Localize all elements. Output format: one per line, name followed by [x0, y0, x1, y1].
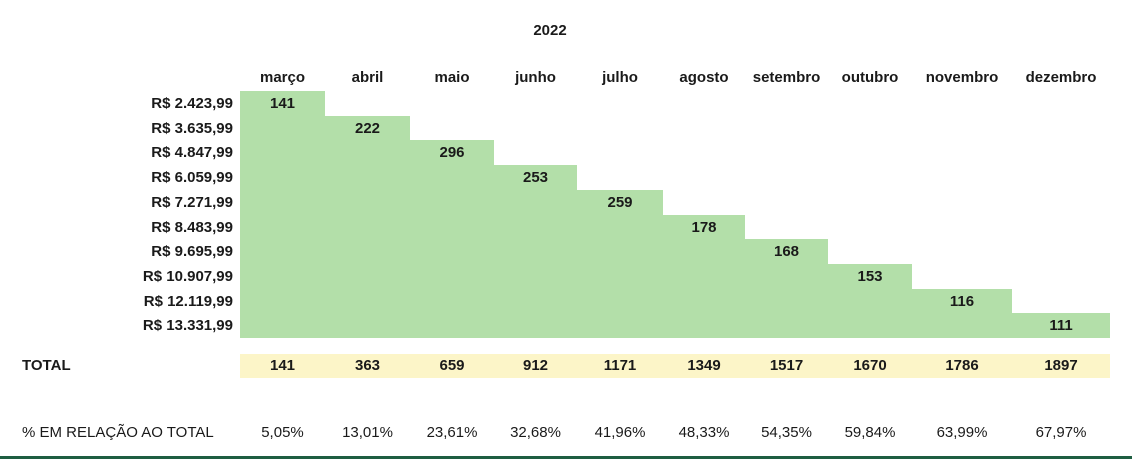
price-row-label: R$ 7.271,99	[151, 194, 233, 211]
total-value-cell: 363	[354, 357, 381, 374]
price-row-label: R$ 2.423,99	[151, 95, 233, 112]
column-header-outubro: outubro	[841, 69, 899, 86]
percent-value-cell: 13,01%	[342, 424, 393, 441]
price-row-label: R$ 13.331,99	[142, 317, 233, 334]
column-header-abril: abril	[351, 69, 384, 86]
step-band	[240, 215, 745, 240]
step-band	[240, 289, 1012, 314]
percent-value-cell: 59,84%	[844, 424, 896, 441]
price-row-label: R$ 3.635,99	[151, 120, 233, 137]
step-band	[240, 140, 494, 165]
month-value-cell: 141	[269, 95, 296, 112]
bottom-accent-line	[0, 456, 1132, 459]
total-value-cell: 141	[269, 357, 296, 374]
year-title: 2022	[533, 22, 567, 39]
total-row-label: TOTAL	[22, 357, 71, 374]
percent-value-cell: 5,05%	[261, 424, 304, 441]
step-band	[240, 91, 325, 116]
total-value-cell: 659	[439, 357, 465, 374]
month-value-cell: 296	[439, 144, 465, 161]
price-row-label: R$ 8.483,99	[151, 219, 233, 236]
column-header-setembro: setembro	[752, 69, 821, 86]
price-row-label: R$ 4.847,99	[151, 144, 233, 161]
step-band	[240, 264, 912, 289]
percent-value-cell: 23,61%	[426, 424, 478, 441]
percent-value-cell: 32,68%	[510, 424, 561, 441]
percent-value-cell: 63,99%	[936, 424, 988, 441]
month-value-cell: 222	[354, 120, 381, 137]
price-row-label: R$ 12.119,99	[143, 293, 233, 310]
total-value-cell: 1517	[769, 357, 804, 374]
column-header-agosto: agosto	[679, 69, 729, 86]
price-row-label: R$ 9.695,99	[151, 243, 233, 260]
percent-row-label: % EM RELAÇÃO AO TOTAL	[22, 424, 214, 441]
percent-value-cell: 54,35%	[761, 424, 812, 441]
month-value-cell: 111	[1049, 317, 1073, 334]
percent-value-cell: 67,97%	[1035, 424, 1087, 441]
month-value-cell: 168	[773, 243, 800, 260]
total-value-cell: 1670	[853, 357, 887, 374]
month-value-cell: 178	[691, 219, 717, 236]
step-band	[240, 190, 663, 215]
column-header-dezembro: dezembro	[1025, 69, 1097, 86]
percent-value-cell: 48,33%	[678, 424, 730, 441]
total-value-cell: 1786	[945, 357, 979, 374]
total-value-cell: 1897	[1044, 357, 1078, 374]
total-value-cell: 1171	[603, 357, 637, 374]
step-band	[240, 239, 828, 264]
total-value-cell: 1349	[687, 357, 721, 374]
month-value-cell: 259	[607, 194, 633, 211]
column-header-maio: maio	[434, 69, 470, 86]
total-row-band	[240, 354, 1110, 378]
column-header-julho: julho	[602, 69, 638, 86]
step-band	[240, 165, 577, 190]
column-header-novembro: novembro	[925, 69, 999, 86]
price-row-label: R$ 6.059,99	[151, 169, 233, 186]
total-value-cell: 912	[522, 357, 549, 374]
step-band	[240, 116, 410, 141]
column-header-junho: junho	[515, 69, 556, 86]
price-row-label: R$ 10.907,99	[142, 268, 233, 285]
month-value-cell: 153	[857, 268, 883, 285]
month-value-cell: 253	[522, 169, 549, 186]
month-value-cell: 116	[949, 293, 975, 310]
step-band	[240, 313, 1110, 338]
column-header-marco: março	[259, 69, 306, 86]
percent-value-cell: 41,96%	[594, 424, 646, 441]
